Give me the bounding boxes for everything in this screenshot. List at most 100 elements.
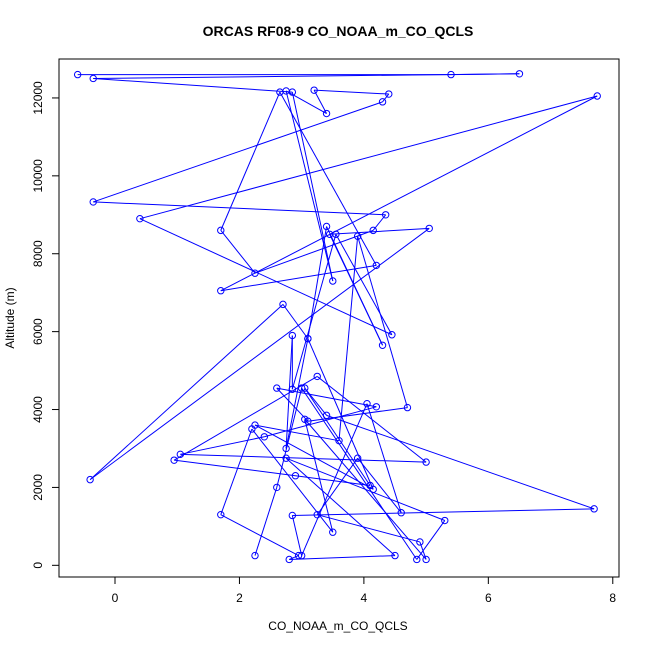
data-point [301, 384, 309, 392]
data-point [593, 92, 601, 100]
data-point [372, 261, 381, 270]
data-point [297, 551, 306, 560]
series-segment [254, 487, 278, 556]
series-segment [291, 92, 334, 282]
series-segment [285, 457, 396, 556]
x-tick-label: 8 [609, 591, 616, 605]
series-segment [276, 387, 309, 422]
data-point [329, 277, 337, 285]
data-point [329, 528, 337, 536]
data-point [441, 516, 449, 525]
series-segment [338, 236, 359, 441]
series-segment [304, 419, 334, 533]
data-point [282, 87, 290, 95]
data-point [297, 384, 306, 392]
series-segment [180, 436, 265, 455]
series-segment [264, 406, 377, 438]
y-tick-label: 2000 [31, 474, 45, 501]
series-segment [366, 403, 402, 513]
data-point [391, 551, 399, 560]
series-segment [301, 403, 368, 556]
series-segment [93, 73, 520, 79]
series-segment [289, 555, 396, 560]
data-point [285, 555, 293, 564]
data-point [89, 198, 97, 206]
series-segment [279, 91, 377, 266]
series-segment [220, 95, 598, 292]
data-point [273, 483, 281, 492]
data-point [217, 226, 225, 235]
y-tick-label: 12000 [31, 81, 45, 115]
chart-title: ORCAS RF08-9 CO_NOAA_m_CO_QCLS [203, 23, 474, 39]
series-segment [93, 101, 383, 203]
data-point [363, 399, 371, 408]
series-segment [285, 90, 334, 282]
data-point [248, 425, 256, 433]
data-point [288, 511, 297, 520]
series-segment [357, 457, 402, 514]
data-point [276, 88, 284, 96]
y-axis-label: Altitude (m) [3, 287, 17, 348]
series-segment [220, 230, 256, 274]
series-segment [301, 387, 418, 560]
data-point [388, 331, 396, 339]
data-point [313, 510, 321, 519]
data-point [325, 230, 334, 238]
data-point [273, 384, 281, 392]
series-segment [357, 236, 408, 408]
series-segment [254, 229, 374, 274]
y-tick-label: 0 [31, 562, 45, 569]
data-point [322, 222, 331, 231]
x-tick-label: 4 [361, 591, 368, 605]
series-segment [382, 93, 390, 103]
series-segment [89, 228, 430, 481]
series-segment [291, 515, 303, 556]
series-segment [314, 89, 389, 95]
series-segment [335, 234, 393, 335]
data-point [397, 509, 405, 517]
y-axis: 0 2000 4000 6000 8000 10000 12000 [31, 81, 60, 569]
series-segment [276, 387, 377, 408]
data-point [251, 269, 259, 277]
data-point [176, 450, 185, 459]
data-point [304, 334, 312, 343]
data-point [425, 224, 433, 233]
series-segment [329, 227, 430, 235]
data-point [217, 510, 225, 519]
series-segment [93, 201, 386, 216]
series-segment [139, 95, 598, 220]
series-segment [89, 303, 284, 481]
series-segment [285, 457, 445, 521]
plot-frame [58, 58, 620, 578]
series-segment [251, 428, 334, 533]
data-point [590, 505, 598, 513]
x-tick-label: 6 [485, 591, 492, 605]
data-point [294, 551, 303, 560]
series-segment [289, 555, 299, 560]
x-tick-label: 0 [112, 591, 119, 605]
data-point [369, 226, 377, 235]
series-segment [220, 91, 281, 231]
data-point [279, 300, 287, 309]
data-point [322, 109, 331, 118]
data-point [366, 481, 374, 490]
series-segment [317, 514, 421, 543]
series-segment [307, 407, 408, 422]
data-point [322, 411, 331, 420]
data-point [291, 472, 300, 480]
data-point [73, 70, 82, 79]
data-point [378, 98, 387, 106]
series-segment [285, 335, 293, 449]
x-tick-label: 2 [236, 591, 243, 605]
data-point [251, 551, 259, 560]
series-segment [416, 520, 446, 560]
data-point [260, 433, 269, 441]
data-point [170, 456, 178, 464]
data-point [86, 475, 94, 484]
data-point [422, 458, 430, 466]
data-point [217, 287, 225, 295]
series-segment [220, 514, 299, 557]
data-points [73, 70, 601, 564]
series-segment [174, 459, 296, 477]
